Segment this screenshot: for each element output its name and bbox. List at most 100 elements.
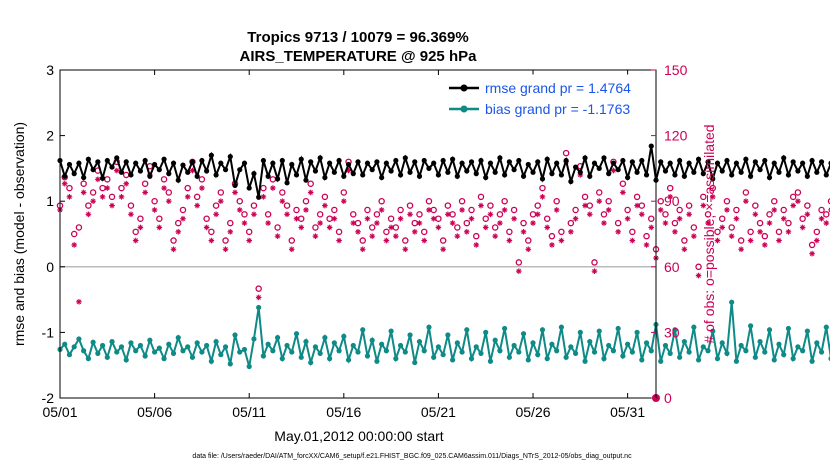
rmse-point <box>81 174 87 181</box>
rmse-point <box>90 167 96 173</box>
obs-possible-point <box>643 232 650 240</box>
obs-assimilated-point <box>298 224 305 231</box>
obs-assimilated-point <box>511 215 517 222</box>
obs-assimilated-point <box>487 211 494 218</box>
rmse-point <box>147 173 153 179</box>
obs-possible-point <box>340 189 348 196</box>
bias-point <box>520 331 527 337</box>
obs-assimilated-stroke <box>265 220 271 226</box>
obs-assimilated-point <box>705 220 711 226</box>
bias-point <box>601 356 607 362</box>
rmse-point <box>76 160 82 166</box>
obs-possible-point <box>184 184 191 192</box>
obs-assimilated-stroke <box>677 216 682 222</box>
obs-possible-point <box>151 197 158 205</box>
rmse-point <box>118 169 125 175</box>
obs-assimilated-stroke <box>71 242 77 248</box>
obs-assimilated-point <box>132 237 139 244</box>
bias-point <box>790 356 796 362</box>
obs-assimilated-point <box>341 198 347 204</box>
obs-possible-point <box>420 228 428 236</box>
bias-point <box>227 361 233 367</box>
rmse-point <box>724 157 730 164</box>
bias-point <box>539 327 546 333</box>
y-tick-label-right: 0 <box>664 390 672 406</box>
obs-possible-point <box>477 193 485 201</box>
obs-possible-point <box>482 215 489 222</box>
obs-possible-point <box>818 206 825 214</box>
rmse-point <box>66 161 73 168</box>
obs-possible-point <box>250 202 258 209</box>
obs-assimilated-stroke <box>715 238 720 243</box>
obs-possible-point <box>354 219 362 227</box>
legend-rmse-label: rmse grand pr = 1.4764 <box>485 80 631 96</box>
bias-point <box>189 354 196 360</box>
rmse-point <box>733 160 740 166</box>
obs-assimilated-point <box>799 224 806 231</box>
rmse-point <box>133 160 139 166</box>
obs-possible-point <box>402 237 409 244</box>
obs-assimilated-stroke <box>133 238 139 243</box>
rmse-point <box>341 173 347 179</box>
obs-assimilated-point <box>199 185 205 191</box>
obs-assimilated-stroke <box>516 268 522 274</box>
obs-assimilated-point <box>383 237 390 244</box>
obs-assimilated-point <box>620 189 626 196</box>
obs-possible-point <box>709 184 717 192</box>
obs-assimilated-point <box>506 237 513 244</box>
rmse-point <box>606 171 612 177</box>
bias-point <box>426 324 432 330</box>
obs-assimilated-point <box>501 207 508 213</box>
rmse-point <box>468 159 475 165</box>
rmse-point <box>710 176 716 182</box>
rmse-point <box>407 169 413 175</box>
bias-point <box>142 353 148 359</box>
rmse-point <box>393 157 399 164</box>
obs-assimilated-point <box>757 229 763 235</box>
obs-possible-point <box>624 206 631 214</box>
rmse-point <box>823 172 829 178</box>
axis-ticks: 05/01 05/06 05/11 05/16 05/21 05/26 05/31 -2 -1 0… <box>42 62 688 420</box>
rmse-point <box>170 160 177 166</box>
obs-assimilated-point <box>728 233 735 239</box>
obs-assimilated-stroke <box>355 229 361 235</box>
obs-assimilated-point <box>709 194 716 200</box>
rmse-point <box>284 180 290 186</box>
obs-assimilated-point <box>676 215 683 222</box>
bias-point <box>260 353 266 359</box>
obs-possible-point <box>283 202 291 209</box>
obs-possible-point <box>752 202 759 209</box>
bias-point <box>435 344 442 350</box>
obs-possible-point <box>515 259 523 266</box>
obs-possible-point <box>718 215 726 222</box>
bias-point <box>487 358 494 364</box>
obs-assimilated-stroke <box>691 233 697 239</box>
rmse-point <box>241 160 248 166</box>
bias-point <box>705 348 711 354</box>
obs-assimilated-stroke <box>279 198 285 204</box>
rmse-point <box>152 161 158 168</box>
obs-assimilated-point <box>213 211 219 218</box>
bias-point <box>762 349 768 355</box>
rmse-point <box>213 172 219 178</box>
rmse-point <box>265 173 271 179</box>
obs-assimilated-stroke <box>308 190 314 195</box>
bias-point <box>194 340 200 346</box>
obs-assimilated-point <box>615 229 621 235</box>
obs-assimilated-point <box>639 211 645 218</box>
rmse-point <box>554 160 560 166</box>
obs-assimilated-stroke <box>223 246 228 252</box>
rmse-point <box>383 160 389 166</box>
bias-point <box>81 348 87 354</box>
obs-assimilated-stroke <box>204 225 209 230</box>
rmse-point <box>185 169 191 175</box>
obs-assimilated-point <box>128 211 134 218</box>
bias-point <box>818 349 825 355</box>
rmse-point <box>492 169 498 175</box>
obs-possible-point <box>728 224 735 231</box>
rmse-point <box>511 167 517 173</box>
obs-assimilated-point <box>156 224 163 231</box>
rmse-point <box>790 159 796 165</box>
obs-assimilated-point <box>454 233 461 239</box>
obs-possible-point <box>241 211 248 218</box>
